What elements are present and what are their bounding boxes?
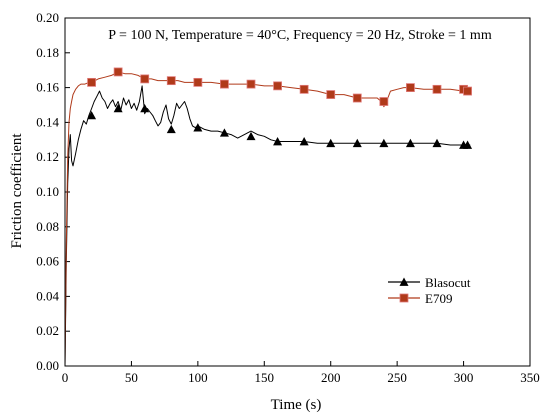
plot-series [64,67,473,367]
y-axis-title: Friction coefficient [9,133,25,249]
y-tick-label: 0.12 [36,149,59,164]
x-tick-label: 300 [454,370,474,385]
data-point [379,97,389,106]
x-tick-label: 250 [387,370,407,385]
y-tick-label: 0.04 [36,288,59,303]
data-point [193,77,203,87]
data-point [379,138,389,148]
data-point [220,79,229,89]
x-tick-label: 0 [62,370,69,385]
data-point [166,76,176,86]
y-tick-label: 0.20 [36,10,59,25]
x-tick-label: 200 [321,370,341,385]
y-tick-label: 0.00 [36,358,59,373]
legend-marker-blasocut [399,277,409,286]
data-point [246,131,256,141]
data-point [432,138,442,148]
data-point [113,103,123,113]
y-tick-label: 0.10 [36,184,59,199]
data-point [326,138,336,148]
y-tick-label: 0.16 [36,80,59,95]
y-tick-label: 0.02 [36,323,59,338]
y-tick-label: 0.14 [36,114,59,129]
plot-frame [64,17,531,367]
data-point [463,140,473,149]
data-point [140,103,150,113]
data-point [432,84,442,94]
series-line [64,85,471,367]
x-axis-ticks: 0 50 100 150 200 250 300 350 [62,361,540,385]
data-point [273,81,282,91]
data-point [246,79,256,89]
legend-marker-e709 [399,293,409,303]
x-tick-label: 350 [520,370,540,385]
data-point [87,110,97,120]
data-point [406,83,415,92]
y-tick-label: 0.06 [36,254,59,269]
data-point [87,77,96,87]
data-point [299,84,309,94]
legend-entry-e709: E709 [388,291,452,306]
data-point [352,93,362,103]
data-point [193,123,203,132]
data-point [463,86,472,96]
data-point [299,137,309,146]
legend-label-e709: E709 [425,291,452,306]
x-tick-label: 100 [188,370,208,385]
series-line [64,71,471,367]
data-point [166,124,176,134]
conditions-annotation: P = 100 N, Temperature = 40°C, Frequency… [108,28,492,43]
y-tick-label: 0.18 [36,45,59,60]
y-axis-ticks: 0.00 0.02 0.04 0.06 0.08 0.10 0.12 0.14 0.16 0.18… [36,10,70,373]
y-tick-label: 0.08 [36,219,59,234]
x-tick-label: 50 [125,370,138,385]
data-point [273,137,283,146]
legend-label-blasocut: Blasocut [425,275,471,290]
data-point [405,138,415,148]
series-blasocut [64,85,473,367]
legend: Blasocut E709 [388,275,471,306]
data-point [326,90,336,99]
legend-entry-blasocut: Blasocut [388,275,471,290]
x-tick-label: 150 [255,370,275,385]
data-point [352,138,362,148]
x-axis-title: Time (s) [271,397,322,413]
data-point [113,67,123,77]
data-point [219,128,229,137]
series-e709 [64,67,472,367]
data-point [140,74,150,84]
